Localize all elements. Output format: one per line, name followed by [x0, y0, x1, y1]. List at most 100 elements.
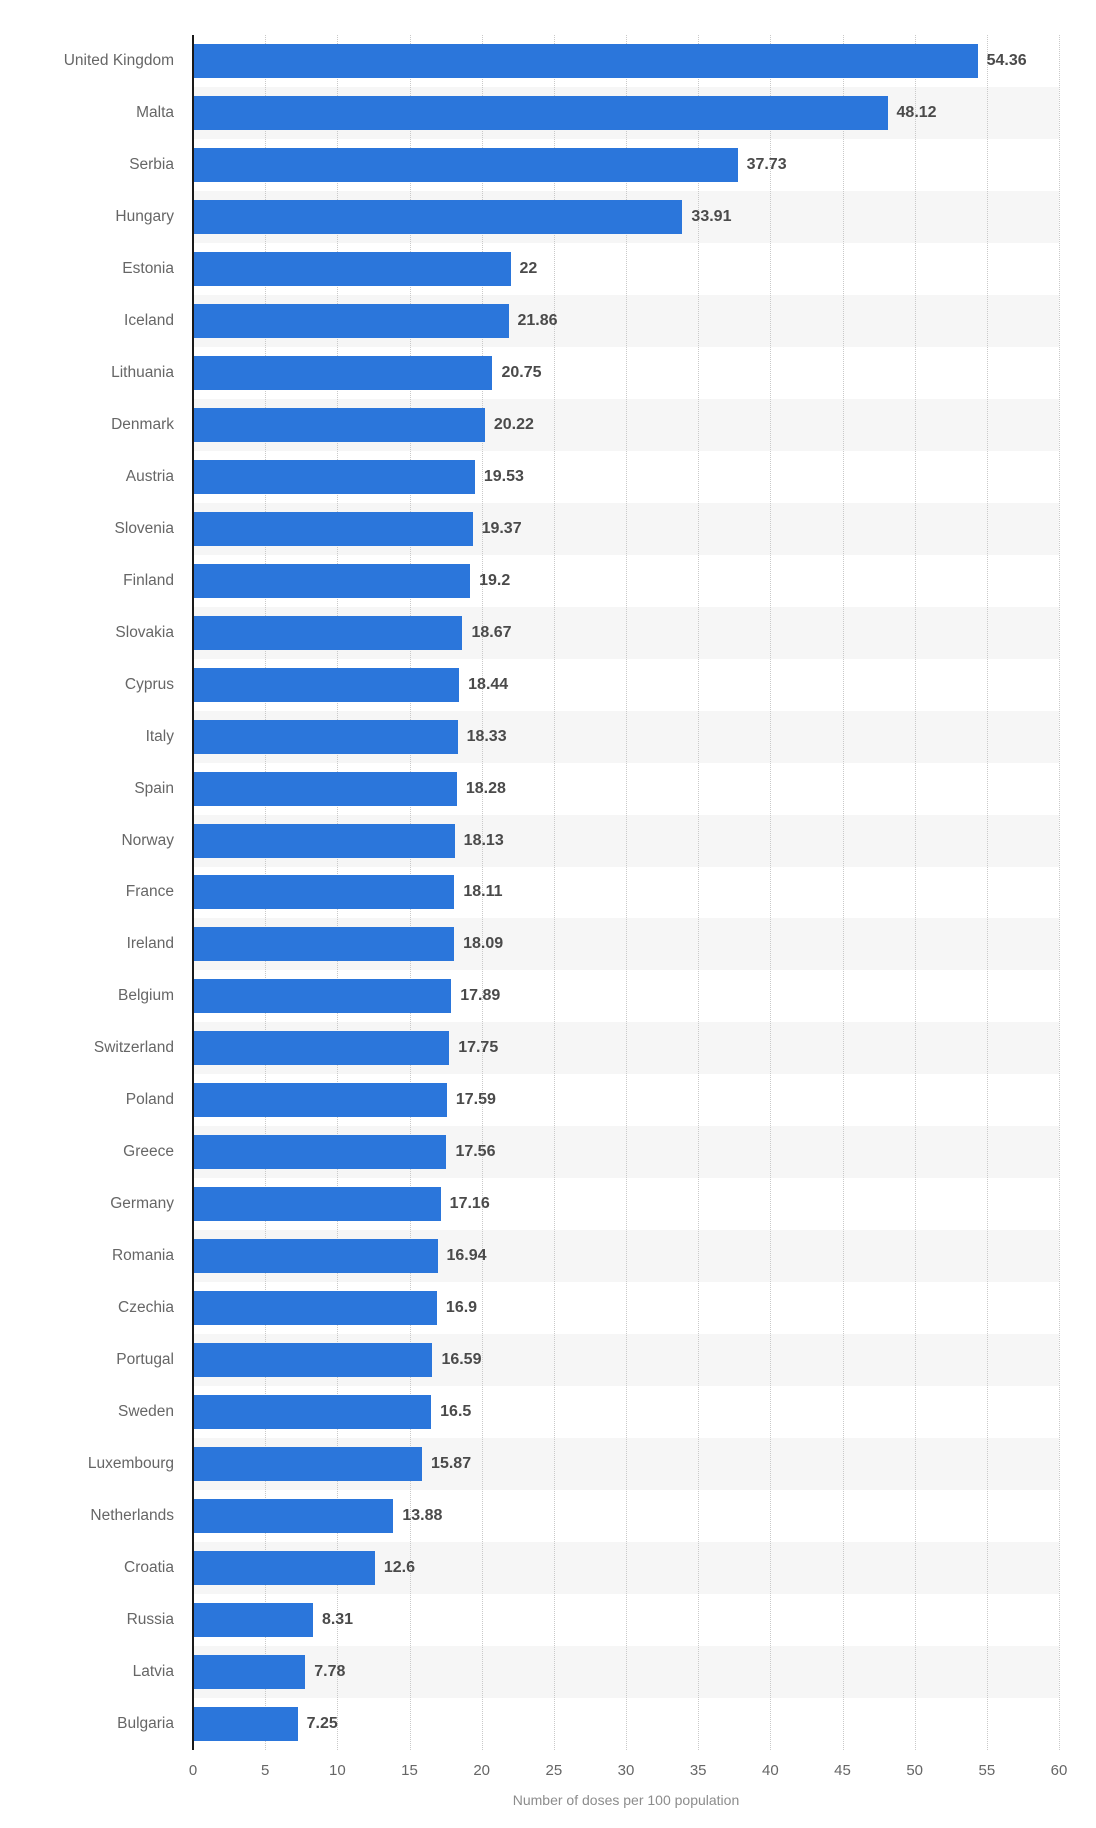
value-label-netherlands: 13.88 — [402, 1507, 443, 1525]
category-label-iceland: Iceland — [124, 311, 174, 329]
category-label-denmark: Denmark — [111, 415, 174, 433]
category-label-lithuania: Lithuania — [111, 363, 174, 381]
bar-row-switzerland: 17.75 — [193, 1022, 1059, 1074]
bar-cyprus[interactable] — [193, 667, 460, 702]
gridline-55 — [986, 35, 988, 1750]
value-label-norway: 18.13 — [463, 831, 504, 849]
bar-malta[interactable] — [193, 95, 888, 130]
bar-row-czechia: 16.9 — [193, 1282, 1059, 1334]
bar-row-luxembourg: 15.87 — [193, 1438, 1059, 1490]
category-label-bulgaria: Bulgaria — [117, 1714, 174, 1732]
value-label-cyprus: 18.44 — [468, 675, 509, 693]
category-label-slovenia: Slovenia — [114, 519, 174, 537]
bar-estonia[interactable] — [193, 251, 511, 286]
bar-portugal[interactable] — [193, 1343, 433, 1378]
bar-norway[interactable] — [193, 823, 455, 858]
bar-united-kingdom[interactable] — [193, 43, 978, 78]
value-label-greece: 17.56 — [455, 1143, 496, 1161]
value-label-italy: 18.33 — [466, 727, 507, 745]
bar-czechia[interactable] — [193, 1291, 437, 1326]
category-label-portugal: Portugal — [116, 1351, 174, 1369]
category-label-poland: Poland — [125, 1091, 174, 1109]
bar-row-austria: 19.53 — [193, 451, 1059, 503]
value-label-estonia: 22 — [519, 259, 538, 277]
bar-bulgaria[interactable] — [193, 1706, 298, 1741]
value-label-iceland: 21.86 — [517, 311, 558, 329]
category-label-czechia: Czechia — [118, 1299, 174, 1317]
bar-row-greece: 17.56 — [193, 1126, 1059, 1178]
bar-latvia[interactable] — [193, 1655, 306, 1690]
bar-netherlands[interactable] — [193, 1499, 394, 1534]
bar-germany[interactable] — [193, 1187, 441, 1222]
value-label-romania: 16.94 — [446, 1247, 487, 1265]
gridline-30 — [626, 35, 627, 1750]
bar-ireland[interactable] — [193, 927, 455, 962]
category-label-norway: Norway — [121, 831, 174, 849]
y-axis-line — [192, 35, 194, 1750]
bar-row-russia: 8.31 — [193, 1594, 1059, 1646]
x-tick-label-15: 15 — [401, 1762, 418, 1779]
bar-italy[interactable] — [193, 719, 458, 754]
bar-row-slovakia: 18.67 — [193, 607, 1059, 659]
bar-greece[interactable] — [193, 1135, 447, 1170]
bar-row-portugal: 16.59 — [193, 1334, 1059, 1386]
category-label-belgium: Belgium — [118, 987, 174, 1005]
x-tick-label-45: 45 — [834, 1762, 851, 1779]
bar-austria[interactable] — [193, 459, 475, 494]
value-label-poland: 17.59 — [455, 1091, 496, 1109]
category-label-netherlands: Netherlands — [90, 1507, 174, 1525]
bar-luxembourg[interactable] — [193, 1447, 423, 1482]
bar-row-finland: 19.2 — [193, 555, 1059, 607]
bar-slovakia[interactable] — [193, 615, 463, 650]
value-label-bulgaria: 7.25 — [306, 1714, 338, 1732]
value-label-belgium: 17.89 — [460, 987, 501, 1005]
category-label-hungary: Hungary — [115, 207, 174, 225]
bar-row-bulgaria: 7.25 — [193, 1698, 1059, 1750]
bar-sweden[interactable] — [193, 1395, 432, 1430]
x-axis-title: Number of doses per 100 population — [512, 1792, 740, 1808]
gridline-40 — [770, 35, 772, 1750]
bar-denmark[interactable] — [193, 407, 485, 442]
bar-france[interactable] — [193, 875, 455, 910]
bar-croatia[interactable] — [193, 1551, 375, 1586]
bar-row-sweden: 16.5 — [193, 1386, 1059, 1438]
category-label-malta: Malta — [136, 103, 174, 121]
bar-row-france: 18.11 — [193, 867, 1059, 919]
bar-finland[interactable] — [193, 563, 471, 598]
value-label-austria: 19.53 — [483, 467, 524, 485]
gridline-20 — [481, 35, 483, 1750]
value-label-sweden: 16.5 — [440, 1403, 472, 1421]
x-tick-label-25: 25 — [545, 1762, 563, 1779]
bar-row-estonia: 22 — [193, 243, 1059, 295]
value-label-portugal: 16.59 — [441, 1351, 482, 1369]
bar-spain[interactable] — [193, 771, 457, 806]
category-label-italy: Italy — [145, 727, 174, 745]
bar-serbia[interactable] — [193, 147, 738, 182]
bar-row-netherlands: 13.88 — [193, 1490, 1059, 1542]
gridline-60 — [1059, 35, 1060, 1750]
value-label-russia: 8.31 — [321, 1611, 354, 1629]
bar-row-ireland: 18.09 — [193, 918, 1059, 970]
value-label-ireland: 18.09 — [463, 935, 504, 953]
bar-russia[interactable] — [193, 1603, 313, 1638]
bar-hungary[interactable] — [193, 199, 683, 234]
value-label-denmark: 20.22 — [493, 415, 534, 433]
x-tick-label-40: 40 — [761, 1762, 779, 1779]
value-label-france: 18.11 — [463, 883, 503, 901]
bar-iceland[interactable] — [193, 303, 509, 338]
value-label-serbia: 37.73 — [746, 155, 787, 173]
value-label-spain: 18.28 — [465, 779, 506, 797]
bar-romania[interactable] — [193, 1239, 438, 1274]
category-label-cyprus: Cyprus — [124, 675, 174, 693]
bar-poland[interactable] — [193, 1083, 447, 1118]
bar-lithuania[interactable] — [193, 355, 493, 390]
x-tick-label-60: 60 — [1050, 1762, 1068, 1779]
bar-belgium[interactable] — [193, 979, 452, 1014]
gridline-25 — [553, 35, 555, 1750]
x-tick-label-55: 55 — [978, 1762, 996, 1779]
value-label-lithuania: 20.75 — [501, 363, 542, 381]
bar-slovenia[interactable] — [193, 511, 473, 546]
category-label-luxembourg: Luxembourg — [87, 1455, 174, 1473]
bar-switzerland[interactable] — [193, 1031, 450, 1066]
bar-row-latvia: 7.78 — [193, 1646, 1059, 1698]
